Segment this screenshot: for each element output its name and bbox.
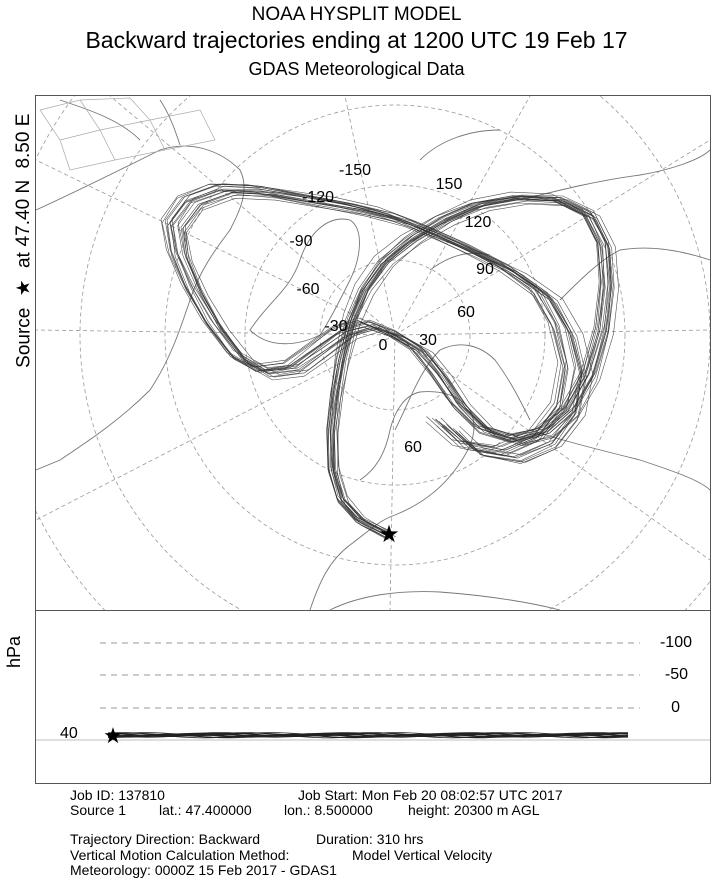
trajectory-direction: Trajectory Direction: Backward	[70, 831, 261, 847]
coastlines	[36, 99, 710, 610]
longitude-labels: -150 -120 -90 -60 -30 0 30 60 90 120 150 60	[289, 162, 494, 456]
trajectory-line	[161, 184, 606, 540]
height-tick-middle: -50	[664, 666, 688, 683]
longitude-label: 60	[457, 304, 475, 321]
meteorology-info: Meteorology: 0000Z 15 Feb 2017 - GDAS1	[70, 862, 337, 878]
trajectory-line	[184, 195, 612, 541]
source-star-icon: ★	[378, 521, 400, 548]
longitude-label: -60	[296, 281, 319, 298]
height-panel-frame	[35, 610, 711, 784]
height-tick-upper: -100	[659, 634, 692, 651]
model-title: NOAA HYSPLIT MODEL	[251, 4, 462, 25]
longitude-label: 150	[436, 176, 463, 193]
trajectory-line	[177, 185, 614, 534]
trajectory-line	[183, 190, 612, 535]
longitude-label: 0	[379, 337, 388, 354]
longitude-label: 30	[419, 332, 437, 349]
job-start: Job Start: Mon Feb 20 08:02:57 UTC 2017	[298, 787, 563, 803]
height-trajectory-line	[107, 733, 629, 738]
longitude-label: -90	[289, 233, 312, 250]
longitude-label: -30	[324, 318, 347, 335]
source-height: height: 20300 m AGL	[408, 802, 540, 818]
admin-boundaries	[39, 97, 216, 171]
height-tick-lower: 0	[671, 699, 680, 716]
trajectory-lines	[160, 183, 619, 541]
trajectory-line	[186, 196, 619, 538]
longitude-label: -120	[302, 189, 334, 206]
trajectory-line	[166, 183, 602, 535]
longitude-label: -150	[339, 162, 371, 179]
height-panel	[36, 642, 710, 741]
longitude-label: 90	[476, 261, 494, 278]
latitude-circles	[36, 96, 710, 610]
meridians	[36, 96, 710, 610]
trajectory-line	[160, 183, 600, 536]
height-start-star-icon: ★	[103, 723, 123, 748]
source-lat: lat.: 47.400000	[159, 802, 252, 818]
trajectory-line	[184, 194, 609, 532]
longitude-label: 60	[404, 439, 422, 456]
map-background	[36, 96, 710, 610]
trajectory-line	[170, 188, 604, 539]
vertical-method-label: Vertical Motion Calculation Method:	[70, 847, 290, 863]
vertical-method-value: Model Vertical Velocity	[352, 847, 493, 863]
source-number: Source 1	[70, 802, 127, 818]
job-id: Job ID: 137810	[70, 787, 165, 803]
trajectory-line	[164, 185, 601, 535]
source-level-label: 40	[60, 725, 78, 742]
longitude-label: 120	[465, 214, 492, 231]
height-axis-label: hPa	[4, 635, 24, 668]
trajectory-line	[169, 189, 605, 535]
source-lon: lon.: 8.500000	[284, 802, 373, 818]
trajectory-title: Backward trajectories ending at 1200 UTC…	[85, 27, 628, 53]
meteorology-subtitle: GDAS Meteorological Data	[248, 59, 465, 79]
trajectory-line	[166, 189, 605, 539]
trajectory-duration: Duration: 310 hrs	[316, 831, 424, 847]
